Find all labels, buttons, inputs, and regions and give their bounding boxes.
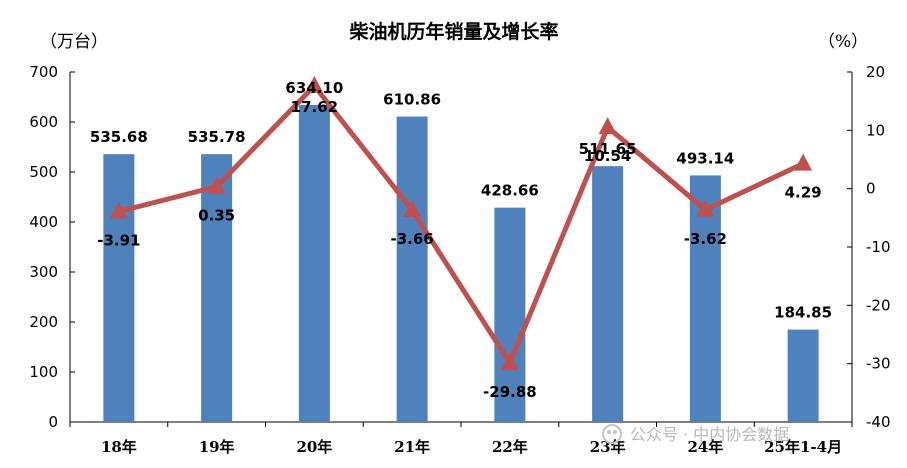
growth-rate-label: 10.54 bbox=[584, 147, 631, 165]
chart-title: 柴油机历年销量及增长率 bbox=[348, 20, 558, 43]
bar bbox=[298, 104, 330, 422]
bar bbox=[592, 166, 624, 422]
growth-rate-label: -3.66 bbox=[391, 230, 434, 248]
right-tick-label: 10 bbox=[866, 121, 885, 139]
x-category-label: 25年1-4月 bbox=[764, 438, 842, 456]
data-labels: 535.68 535.78 634.10 610.86 428.66 511.65 493.… bbox=[90, 79, 832, 401]
right-tick-label: -20 bbox=[866, 296, 891, 314]
left-tick-label: 200 bbox=[29, 313, 58, 331]
left-tick-label: 700 bbox=[29, 63, 58, 81]
bar-value-label: 535.68 bbox=[90, 128, 148, 146]
left-tick-label: 500 bbox=[29, 163, 58, 181]
bar-value-label: 610.86 bbox=[383, 91, 441, 109]
growth-rate-label: 17.62 bbox=[291, 98, 338, 116]
growth-rate-label: -3.91 bbox=[97, 231, 140, 249]
bar-value-label: 511.65 bbox=[579, 140, 637, 158]
growth-rate-marker bbox=[696, 199, 715, 217]
growth-rate-marker bbox=[109, 201, 128, 219]
left-axis-unit: （万台） bbox=[40, 32, 108, 52]
growth-rate-marker bbox=[207, 176, 226, 194]
bar-value-label: 493.14 bbox=[676, 149, 734, 167]
growth-rate-line bbox=[118, 83, 805, 366]
bar bbox=[201, 154, 233, 423]
bar-value-label: 428.66 bbox=[481, 182, 539, 200]
bar bbox=[396, 116, 428, 422]
left-tick-label: 400 bbox=[29, 213, 58, 231]
growth-rate-label: 4.29 bbox=[785, 184, 822, 202]
watermark: 公众号 · 中内协会数据 bbox=[630, 425, 789, 444]
bars bbox=[103, 104, 819, 423]
right-tick-label: 20 bbox=[866, 63, 885, 81]
x-category-label: 24年 bbox=[687, 438, 723, 456]
growth-rate-marker bbox=[500, 352, 519, 370]
bar bbox=[494, 207, 526, 422]
bar-value-label: 535.78 bbox=[188, 128, 246, 146]
watermark-logo-icon bbox=[602, 424, 622, 444]
x-category-label: 20年 bbox=[296, 438, 332, 456]
growth-rate-label: -3.62 bbox=[684, 230, 727, 248]
right-tick-label: -30 bbox=[866, 355, 891, 373]
bar bbox=[787, 329, 819, 422]
bar-value-label: 184.85 bbox=[774, 304, 832, 322]
axes: 0 100 200 300 400 500 600 700 -40 -30 -20 -10 0 10 20 1… bbox=[29, 63, 890, 456]
left-tick-label: 300 bbox=[29, 263, 58, 281]
bar-value-label: 634.10 bbox=[285, 79, 343, 97]
left-tick-label: 100 bbox=[29, 363, 58, 381]
growth-rate-marker bbox=[598, 117, 617, 135]
right-tick-label: -10 bbox=[866, 238, 891, 256]
growth-line-layer bbox=[109, 75, 813, 370]
growth-rate-label: 0.35 bbox=[198, 207, 235, 225]
right-tick-label: -40 bbox=[866, 413, 891, 431]
left-tick-label: 0 bbox=[48, 413, 58, 431]
growth-rate-marker bbox=[403, 200, 422, 218]
bar bbox=[103, 154, 135, 422]
x-category-label: 21年 bbox=[394, 438, 430, 456]
right-axis-unit: （%） bbox=[818, 32, 868, 52]
x-category-label: 18年 bbox=[101, 438, 137, 456]
x-category-label: 22年 bbox=[492, 438, 528, 456]
x-category-label: 19年 bbox=[199, 438, 235, 456]
growth-rate-marker bbox=[794, 153, 813, 171]
right-tick-label: 0 bbox=[866, 180, 876, 198]
left-tick-label: 600 bbox=[29, 113, 58, 131]
growth-rate-marker bbox=[305, 75, 324, 93]
growth-rate-label: -29.88 bbox=[483, 383, 537, 401]
